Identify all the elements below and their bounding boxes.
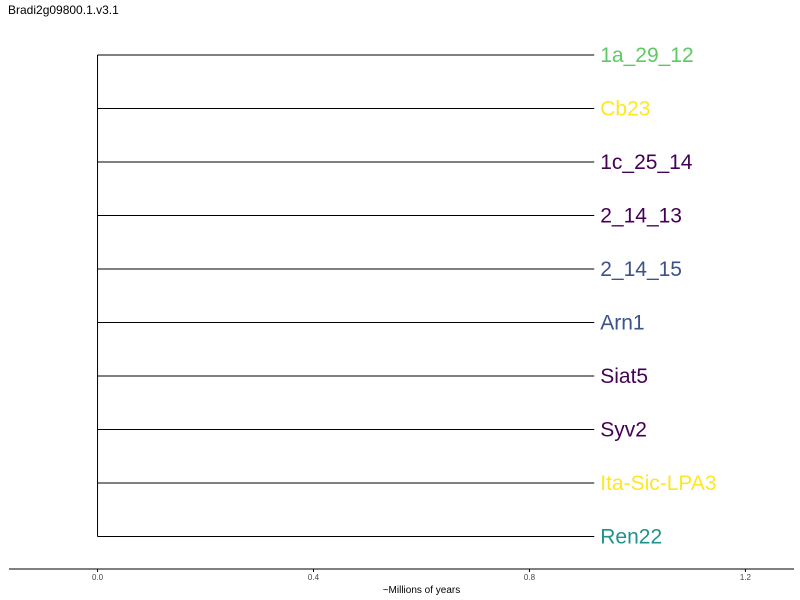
tip-label: 1a_29_12 (600, 44, 693, 67)
x-axis: 0.0 0.4 0.8 1.2 ~Millions of years (9, 568, 794, 596)
chart-title: Bradi2g09800.1.v3.1 (8, 3, 119, 17)
tip-label: Arn1 (600, 312, 644, 335)
tree-branches (97, 54, 595, 537)
tip-labels: 1a_29_12 Cb23 1c_25_14 2_14_13 2_14_15 Arn1 Si… (600, 44, 716, 549)
x-tick-label: 0.0 (92, 573, 104, 582)
tip-label: 2_14_15 (600, 258, 682, 281)
x-tick-label: 0.4 (308, 573, 320, 582)
tip-label: Syv2 (600, 419, 647, 442)
tip-label: Ren22 (600, 526, 662, 549)
x-tick-label: 0.8 (524, 573, 536, 582)
tip-label: 2_14_13 (600, 205, 682, 228)
tip-label: Siat5 (600, 365, 648, 388)
tip-label: 1c_25_14 (600, 151, 693, 174)
tip-label: Ita-Sic-LPA3 (600, 472, 716, 495)
x-tick-label: 1.2 (740, 573, 752, 582)
tip-label: Cb23 (600, 98, 650, 121)
x-axis-title: ~Millions of years (383, 585, 461, 596)
